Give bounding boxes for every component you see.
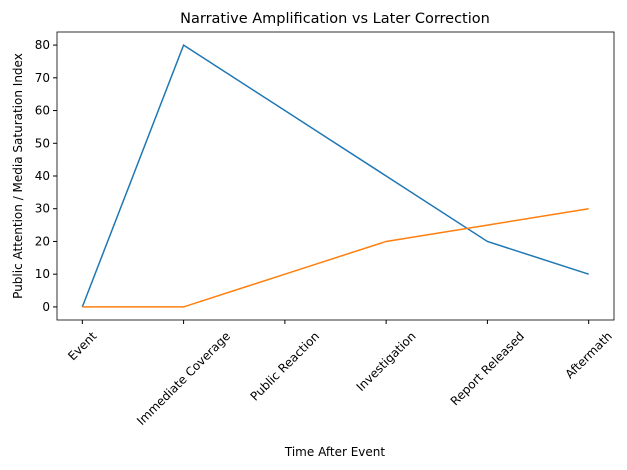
y-tick-label: 20: [35, 234, 50, 248]
chart-title: Narrative Amplification vs Later Correct…: [180, 11, 490, 27]
y-tick-label: 30: [35, 202, 50, 216]
x-tick-label: Event: [65, 329, 99, 363]
series-line: [81, 43, 589, 308]
y-tick-label: 70: [35, 71, 50, 85]
x-tick-label: Report Released: [448, 329, 527, 408]
x-tick-label: Public Reaction: [248, 329, 323, 404]
y-tick-label: 10: [35, 267, 50, 281]
y-tick-label: 40: [35, 169, 50, 183]
y-tick-label: 60: [35, 104, 50, 118]
x-tick-label: Aftermath: [563, 329, 615, 381]
y-tick-label: 50: [35, 136, 50, 150]
y-tick-label: 80: [35, 38, 50, 52]
y-tick-label: 0: [42, 300, 50, 314]
x-tick-label: Investigation: [354, 329, 419, 394]
x-tick-label: Immediate Coverage: [134, 329, 233, 428]
plot-frame: [56, 31, 615, 321]
y-axis-label: Public Attention / Media Saturation Inde…: [11, 53, 25, 299]
x-axis-label: Time After Event: [284, 445, 385, 459]
series-line: [82, 207, 589, 308]
